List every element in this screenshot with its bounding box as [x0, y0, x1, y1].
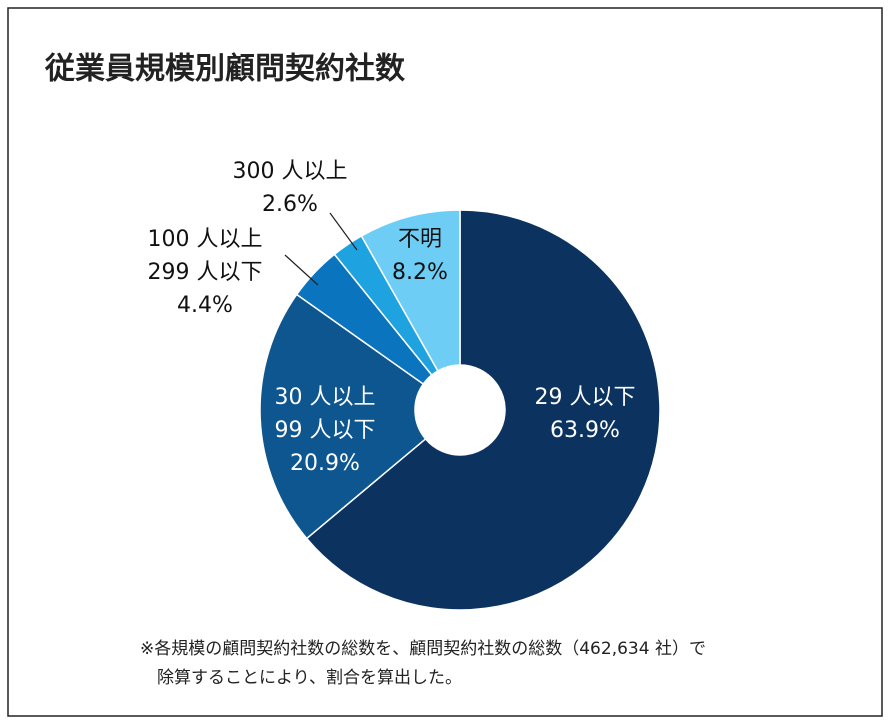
slice-label: 100 人以上: [148, 227, 263, 252]
donut-slice: [360, 209, 461, 372]
footnote: 除算することにより、割合を算出した。: [157, 668, 462, 688]
value-label: 4.4%: [177, 293, 233, 318]
value-label: 20.9%: [290, 451, 360, 476]
value-label: 2.6%: [262, 192, 318, 217]
footnote: ※各規模の顧問契約社数の総数を、顧問契約社数の総数（462,634 社）で: [140, 639, 706, 659]
donut-slice: [259, 293, 427, 540]
value-label: 8.2%: [392, 260, 448, 285]
donut-slice: [305, 209, 661, 611]
slice-label: 99 人以下: [275, 418, 376, 443]
slice-label: 30 人以上: [275, 385, 376, 410]
chart-title: 従業員規模別顧問契約社数: [44, 52, 406, 87]
leader-line: [329, 212, 358, 251]
value-label: 63.9%: [550, 418, 620, 443]
slice-label: 299 人以下: [148, 260, 263, 285]
slice-label: 300 人以上: [233, 159, 348, 184]
slice-label: 29 人以下: [535, 385, 636, 410]
leader-line: [284, 254, 319, 286]
slice-label: 不明: [398, 227, 442, 252]
